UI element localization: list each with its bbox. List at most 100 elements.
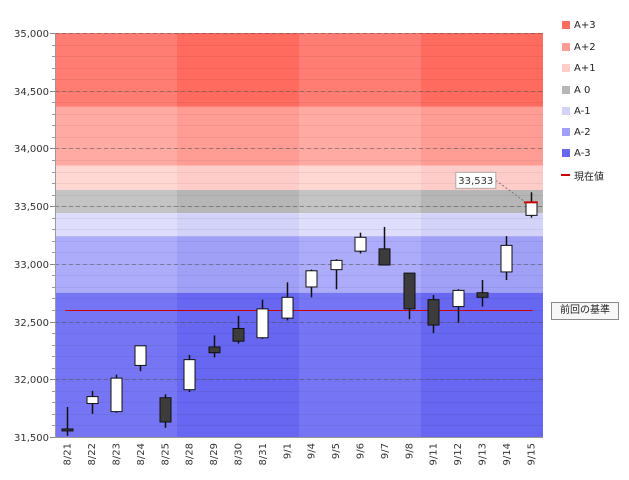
- candle-8-24: [134, 345, 147, 372]
- band-a-minus-3-week-3: [299, 292, 421, 437]
- band-a-0-week-4: [421, 189, 543, 214]
- legend-item-a-minus-1: A-1: [560, 104, 591, 118]
- candle-8-23: [110, 374, 123, 413]
- band-a-0-week-1: [55, 189, 177, 214]
- current-value-label: 33,533: [458, 176, 493, 187]
- x-tick-label-9-4: 9/4: [307, 443, 318, 459]
- legend-line-current-value: [561, 174, 570, 176]
- y-tick-label: 34,500: [14, 87, 49, 98]
- legend-label-a-minus-2: A-2: [574, 126, 591, 138]
- legend-label-a-plus-3: A+3: [574, 19, 596, 31]
- x-tick-label-8-31: 8/31: [258, 443, 269, 465]
- candle-body-8-22: [86, 396, 99, 405]
- legend-item-a-minus-3: A-3: [560, 146, 591, 160]
- candle-body-9-14: [500, 244, 513, 273]
- band-a-minus-1-week-4: [421, 213, 543, 237]
- x-tick-label-8-25: 8/25: [160, 443, 171, 465]
- current-value-callout: [455, 171, 497, 189]
- legend: A+3 A+2 A+1 A 0 A-1 A-2 A-3 現在値: [560, 18, 626, 188]
- band-a-minus-3-week-1: [55, 292, 177, 437]
- candle-8-22: [86, 390, 99, 414]
- legend-label-a-minus-1: A-1: [574, 105, 591, 117]
- legend-item-a-minus-2: A-2: [560, 125, 591, 139]
- legend-label-a-plus-1: A+1: [574, 62, 596, 74]
- x-tick-label-9-12: 9/12: [453, 443, 464, 465]
- x-tick-label-9-13: 9/13: [478, 443, 489, 465]
- band-a-minus-3-week-4: [421, 292, 543, 437]
- band-a-minus-plus-3-week-3: [299, 33, 421, 107]
- x-tick-label-9-11: 9/11: [429, 443, 440, 465]
- x-tick-label-8-30: 8/30: [234, 443, 245, 465]
- x-tick-label-8-28: 8/28: [185, 443, 196, 465]
- legend-label-a-minus-3: A-3: [574, 147, 591, 159]
- y-tick-label: 35,000: [14, 29, 49, 40]
- candle-body-8-25: [159, 397, 172, 423]
- band-a-minus-plus-3-week-2: [177, 33, 299, 107]
- x-tick-label-9-8: 9/8: [404, 443, 415, 459]
- band-layer: [55, 33, 543, 437]
- x-tick-label-9-7: 9/7: [380, 443, 391, 459]
- band-a-minus-plus-2-week-4: [421, 106, 543, 166]
- band-a-minus-1-week-2: [177, 213, 299, 237]
- x-tick-label-8-22: 8/22: [87, 443, 98, 465]
- candle-9-12: [452, 289, 465, 323]
- candle-body-9-11: [427, 299, 440, 326]
- candle-body-9-4: [305, 270, 318, 288]
- candle-8-25: [159, 394, 172, 428]
- candle-body-8-28: [183, 359, 196, 391]
- y-tick-label: 31,500: [14, 433, 49, 444]
- candle-body-8-30: [232, 327, 245, 342]
- band-a-minus-plus-2-week-3: [299, 106, 421, 166]
- legend-swatch-a-minus-1: [562, 107, 570, 115]
- band-a-minus-plus-1-week-3: [299, 165, 421, 190]
- legend-label-a-0: A 0: [574, 84, 591, 96]
- candle-body-9-15: [525, 201, 538, 216]
- candle-8-29: [208, 335, 221, 358]
- legend-label-current-value: 現在値: [574, 171, 604, 183]
- legend-item-a-plus-1: A+1: [560, 61, 596, 75]
- candle-body-9-13: [476, 292, 489, 298]
- candles: [61, 192, 538, 436]
- x-tick-label-9-15: 9/15: [526, 443, 537, 465]
- legend-swatch-a-plus-3: [562, 21, 570, 29]
- legend-swatch-a-minus-2: [562, 128, 570, 136]
- x-tick-label-8-23: 8/23: [112, 443, 123, 465]
- legend-item-a-plus-2: A+2: [560, 40, 596, 54]
- candle-body-9-12: [452, 289, 465, 308]
- band-a-0-week-2: [177, 189, 299, 214]
- candle-9-7: [378, 226, 391, 266]
- x-tick-label-9-6: 9/6: [356, 443, 367, 459]
- candle-8-21: [61, 406, 74, 436]
- candle-body-8-29: [208, 346, 221, 354]
- candle-body-8-31: [256, 308, 269, 339]
- candle-body-8-21: [61, 428, 74, 432]
- band-a-minus-plus-2-week-1: [55, 106, 177, 166]
- legend-swatch-a-minus-3: [562, 149, 570, 157]
- candle-9-13: [476, 280, 489, 307]
- y-tick-label: 34,000: [14, 144, 49, 155]
- candle-body-9-7: [378, 248, 391, 266]
- x-tick-label-9-14: 9/14: [502, 443, 513, 465]
- candle-9-5: [330, 259, 343, 290]
- candle-9-14: [500, 236, 513, 281]
- y-tick-label: 33,000: [14, 260, 49, 271]
- candle-9-8: [403, 272, 416, 320]
- x-tick-label-8-29: 8/29: [209, 443, 220, 465]
- band-a-minus-plus-3-week-1: [55, 33, 177, 107]
- legend-item-a-0: A 0: [560, 83, 590, 97]
- y-tick-label: 33,500: [14, 202, 49, 213]
- legend-swatch-a-plus-1: [562, 64, 570, 72]
- x-tick-label-8-21: 8/21: [63, 443, 74, 465]
- candle-body-9-1: [281, 296, 294, 319]
- x-tick-label-8-24: 8/24: [136, 443, 147, 465]
- x-tick-label-9-5: 9/5: [331, 443, 342, 459]
- candle-8-28: [183, 355, 196, 392]
- candle-9-1: [281, 282, 294, 321]
- y-tick-label: 32,500: [14, 318, 49, 329]
- band-a-minus-plus-1-week-1: [55, 165, 177, 190]
- y-tick-label: 32,000: [14, 375, 49, 386]
- candle-9-6: [354, 232, 367, 254]
- band-a-minus-plus-1-week-2: [177, 165, 299, 190]
- candle-body-8-24: [134, 345, 147, 366]
